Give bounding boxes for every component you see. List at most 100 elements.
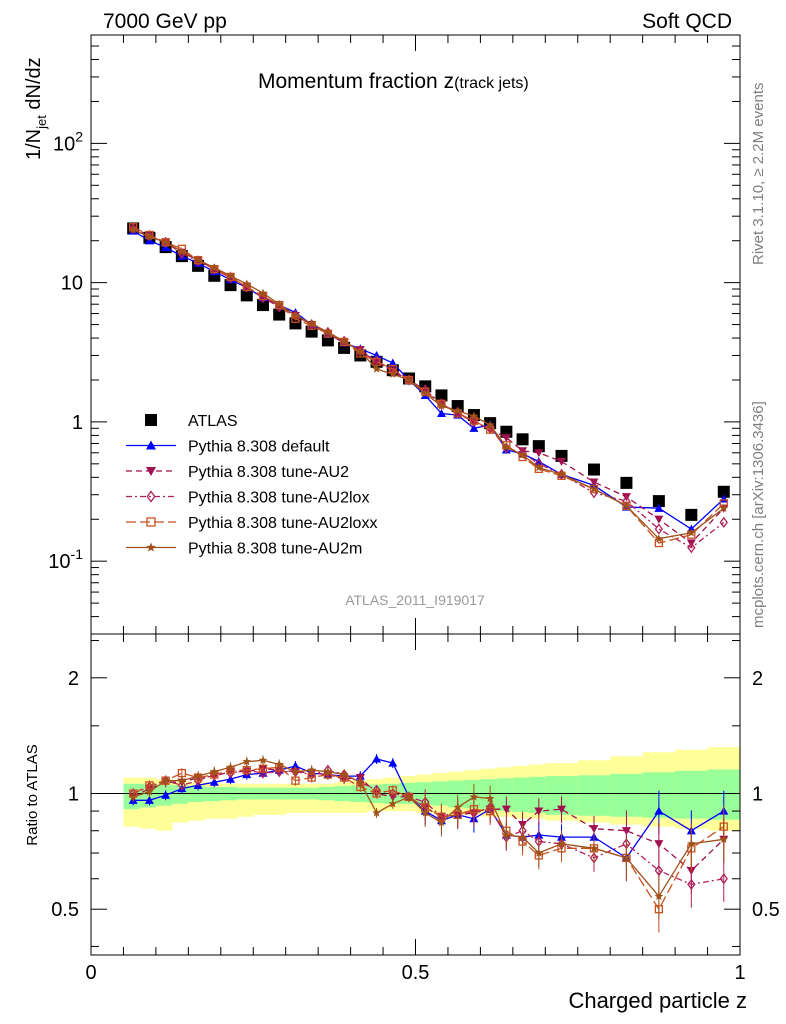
legend-marker: [146, 440, 156, 450]
main-point: [557, 457, 567, 466]
ratio-point: [421, 808, 430, 817]
main-point: [469, 416, 479, 428]
ratio-y-tick-label: 1: [68, 783, 79, 805]
x-tick-label: 1: [734, 962, 745, 984]
main-point: [145, 232, 154, 241]
ratio-point: [274, 760, 284, 769]
ratio-point: [485, 794, 495, 803]
main-point: [161, 237, 170, 246]
legend: ATLAS Pythia 8.308 default Pythia 8.308 tu…: [126, 413, 377, 558]
main-point: [177, 247, 187, 256]
stat-uncertainty-band: [577, 775, 611, 816]
main-point: [453, 406, 462, 415]
legend-entry-0: ATLAS: [145, 413, 238, 430]
stat-uncertainty-band: [496, 778, 514, 812]
ratio-point: [372, 808, 381, 817]
main-y-tick-label: 10: [61, 273, 83, 295]
ratio-axes: 0.5 0.5 1 1 2 2 0 0.5 1: [51, 633, 780, 984]
ratio-point: [275, 766, 284, 778]
main-point: [685, 508, 698, 521]
ratio-point: [193, 771, 203, 780]
stat-uncertainty-band: [529, 776, 546, 813]
main-point: [469, 411, 479, 420]
main-point: [501, 434, 511, 443]
ratio-point: [161, 790, 171, 799]
main-point: [719, 516, 728, 528]
ratio-point: [501, 805, 511, 814]
ratio-point: [589, 825, 599, 834]
main-point: [274, 299, 284, 308]
header-left: 7000 GeV pp: [103, 10, 227, 33]
ratio-point: [622, 853, 631, 862]
ratio-point: [339, 770, 349, 779]
ratio-point: [144, 795, 154, 804]
ratio-point: [356, 777, 365, 786]
main-point: [502, 442, 511, 451]
main-point: [534, 463, 544, 472]
ratio-point: [291, 767, 300, 776]
main-point: [273, 308, 286, 321]
ratio-point: [372, 789, 381, 798]
main-point: [436, 408, 446, 418]
ratio-ylabel: Ratio to ATLAS: [24, 744, 41, 845]
ratio-point: [210, 767, 219, 776]
ratio-point: [388, 799, 398, 808]
legend-marker: [146, 517, 156, 527]
main-series-line: [132, 230, 725, 530]
ratio-point: [719, 873, 728, 885]
main-point: [654, 503, 664, 512]
main-point: [652, 495, 665, 508]
main-point: [388, 358, 398, 367]
legend-label: Pythia 8.308 default: [188, 439, 330, 456]
main-ylabel-a: 1/N: [23, 129, 45, 160]
legend-marker: [146, 490, 156, 503]
ratio-point: [177, 776, 187, 785]
x-axis-label: Charged particle z: [568, 988, 747, 1013]
legend-label: Pythia 8.308 tune-AU2m: [188, 541, 362, 558]
ratio-point: [291, 776, 300, 785]
stat-uncertainty-band: [188, 786, 206, 803]
main-point: [128, 222, 138, 235]
ratio-point: [453, 802, 462, 812]
legend-entry-1: Pythia 8.308 default: [126, 439, 330, 456]
stat-uncertainty-band: [464, 779, 481, 809]
ratio-point: [654, 891, 664, 900]
ratio-point: [589, 852, 599, 864]
main-point: [307, 318, 316, 327]
main-point: [485, 420, 495, 429]
main-point: [258, 288, 268, 297]
ratio-point: [372, 754, 382, 763]
ratio-point: [518, 832, 527, 841]
main-point: [372, 350, 382, 360]
main-point: [587, 463, 600, 476]
main-point: [557, 469, 566, 478]
ratio-y-tick-label: 2: [68, 668, 79, 690]
main-point: [501, 445, 511, 454]
legend-label: Pythia 8.308 tune-AU2lox: [188, 490, 369, 507]
tick-base: 10: [48, 551, 70, 573]
ratio-point: [290, 761, 300, 770]
ratio-point: [404, 792, 414, 801]
legend-entry-4: Pythia 8.308 tune-AU2loxx: [126, 515, 377, 532]
ratio-point: [388, 787, 397, 800]
legend-label: ATLAS: [188, 413, 238, 430]
ratio-plot-area: [91, 747, 741, 831]
ratio-point: [469, 792, 479, 801]
ratio-point: [534, 807, 544, 816]
header-right: Soft QCD: [642, 10, 732, 33]
ratio-point: [589, 843, 599, 852]
main-point: [532, 440, 545, 453]
legend-entry-3: Pythia 8.308 tune-AU2lox: [126, 490, 369, 507]
stat-uncertainty-band: [204, 786, 222, 802]
main-point: [372, 364, 381, 373]
legend-marker: [145, 414, 157, 426]
main-point: [518, 450, 527, 459]
ratio-point: [557, 839, 566, 848]
main-point: [323, 327, 333, 336]
ratio-y-tick-label: 0.5: [51, 899, 79, 921]
main-point: [719, 503, 729, 512]
mcplots-label: mcplots.cern.ch [arXiv:1306.3436]: [750, 401, 767, 628]
ratio-series-line: [133, 758, 725, 859]
ratio-point: [687, 839, 696, 848]
